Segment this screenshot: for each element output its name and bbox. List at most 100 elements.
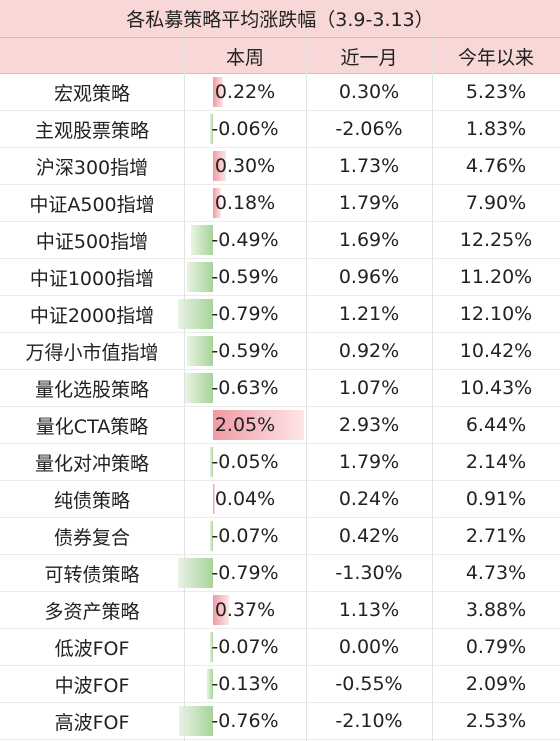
strategy-name: 中证A500指增 [29,193,155,216]
week-return-text: -0.76% [211,710,279,732]
week-return-text: -0.79% [211,303,279,325]
table-row: 债券复合 -0.07% 0.42% 2.71% [0,518,560,555]
month-return: 1.21% [338,303,400,325]
table-row: 中波FOF -0.13% -0.55% 2.09% [0,666,560,703]
week-return: 2.05% [184,407,306,443]
week-return: -0.07% [184,629,306,665]
strategy-name: 可转债策略 [44,563,140,586]
ytd-return: 10.43% [459,377,533,399]
week-return: -0.13% [184,666,306,702]
table-row: 低波FOF -0.07% 0.00% 0.79% [0,629,560,666]
column-divider [432,38,433,741]
ytd-return: 2.14% [465,451,527,473]
header-ytd: 今年以来 [457,46,534,69]
week-return: -0.07% [184,518,306,554]
week-return-text: 0.22% [214,81,276,103]
month-return: 0.96% [338,266,400,288]
table-row: 中证1000指增 -0.59% 0.96% 11.20% [0,259,560,296]
strategy-name: 中证1000指增 [29,267,155,290]
week-data-bar [210,447,213,477]
header-month: 近一月 [340,46,398,69]
ytd-return: 11.20% [459,266,533,288]
ytd-return: 4.76% [465,155,527,177]
week-data-bar [186,262,213,292]
week-data-bar [213,484,215,514]
table-row: 可转债策略 -0.79% -1.30% 4.73% [0,555,560,592]
week-return: -0.06% [184,111,306,147]
strategy-name: 低波FOF [54,637,130,660]
table-row: 纯债策略 0.04% 0.24% 0.91% [0,481,560,518]
strategy-name: 纯债策略 [53,489,130,512]
table-row: 中证500指增 -0.49% 1.69% 12.25% [0,222,560,259]
week-return-text: 0.30% [214,155,276,177]
week-return: 0.04% [184,481,306,517]
strategy-name: 多资产策略 [44,600,140,623]
week-return: 0.37% [184,592,306,628]
month-return: -2.10% [335,710,403,732]
ytd-return: 12.10% [459,303,533,325]
month-return: 0.92% [338,340,400,362]
table-header-row: 本周 近一月 今年以来 [0,38,560,74]
month-return: 1.07% [338,377,400,399]
month-return: -1.30% [335,562,403,584]
table-row: 沪深300指增 0.30% 1.73% 4.76% [0,148,560,185]
ytd-return: 0.91% [465,488,527,510]
table-row: 量化选股策略 -0.63% 1.07% 10.43% [0,370,560,407]
month-return: -0.55% [335,673,403,695]
ytd-return: 3.88% [465,599,527,621]
table-row: 主观股票策略 -0.06% -2.06% 1.83% [0,111,560,148]
week-return-text: -0.49% [211,229,279,251]
week-return-text: -0.13% [211,673,279,695]
week-return: 0.30% [184,148,306,184]
week-return: -0.63% [184,370,306,406]
month-return: 1.13% [338,599,400,621]
strategy-name: 万得小市值指增 [25,341,159,364]
table-row: 多资产策略 0.37% 1.13% 3.88% [0,592,560,629]
week-return: -0.49% [184,222,306,258]
week-return-text: -0.05% [211,451,279,473]
week-data-bar [210,114,213,144]
strategy-name: 量化CTA策略 [35,415,149,438]
column-divider [184,38,185,741]
strategy-name: 沪深300指增 [35,156,149,179]
week-return-text: -0.07% [211,636,279,658]
month-return: 0.42% [338,525,400,547]
week-return: -0.59% [184,259,306,295]
column-divider [306,38,307,741]
month-return: 0.24% [338,488,400,510]
ytd-return: 12.25% [459,229,533,251]
strategy-name: 中波FOF [54,674,130,697]
table-row: 中证2000指增 -0.79% 1.21% 12.10% [0,296,560,333]
month-return: 1.73% [338,155,400,177]
week-return-text: -0.79% [211,562,279,584]
week-data-bar [186,336,213,366]
week-return-text: 2.05% [214,414,276,436]
week-return: 0.18% [184,185,306,221]
strategy-name: 宏观策略 [53,82,130,105]
month-return: 0.30% [338,81,400,103]
month-return: 1.69% [338,229,400,251]
header-strategy [0,38,184,74]
ytd-return: 2.53% [465,710,527,732]
week-data-bar [209,632,213,662]
strategy-name: 主观股票策略 [34,119,149,142]
table-row: 量化对冲策略 -0.05% 1.79% 2.14% [0,444,560,481]
week-return-text: 0.37% [214,599,276,621]
week-data-bar [209,521,213,551]
week-data-bar [213,151,227,181]
week-return-text: -0.06% [211,118,279,140]
ytd-return: 0.79% [465,636,527,658]
week-data-bar [185,373,214,403]
week-return: -0.76% [184,703,306,739]
week-return-text: 0.18% [214,192,276,214]
ytd-return: 5.23% [465,81,527,103]
week-data-bar [213,410,304,440]
strategy-name: 中证2000指增 [29,304,155,327]
ytd-return: 7.90% [465,192,527,214]
week-return: -0.59% [184,333,306,369]
month-return: 1.79% [338,451,400,473]
week-return-text: -0.63% [211,377,279,399]
month-return: 0.00% [338,636,400,658]
table-row: 中证A500指增 0.18% 1.79% 7.90% [0,185,560,222]
